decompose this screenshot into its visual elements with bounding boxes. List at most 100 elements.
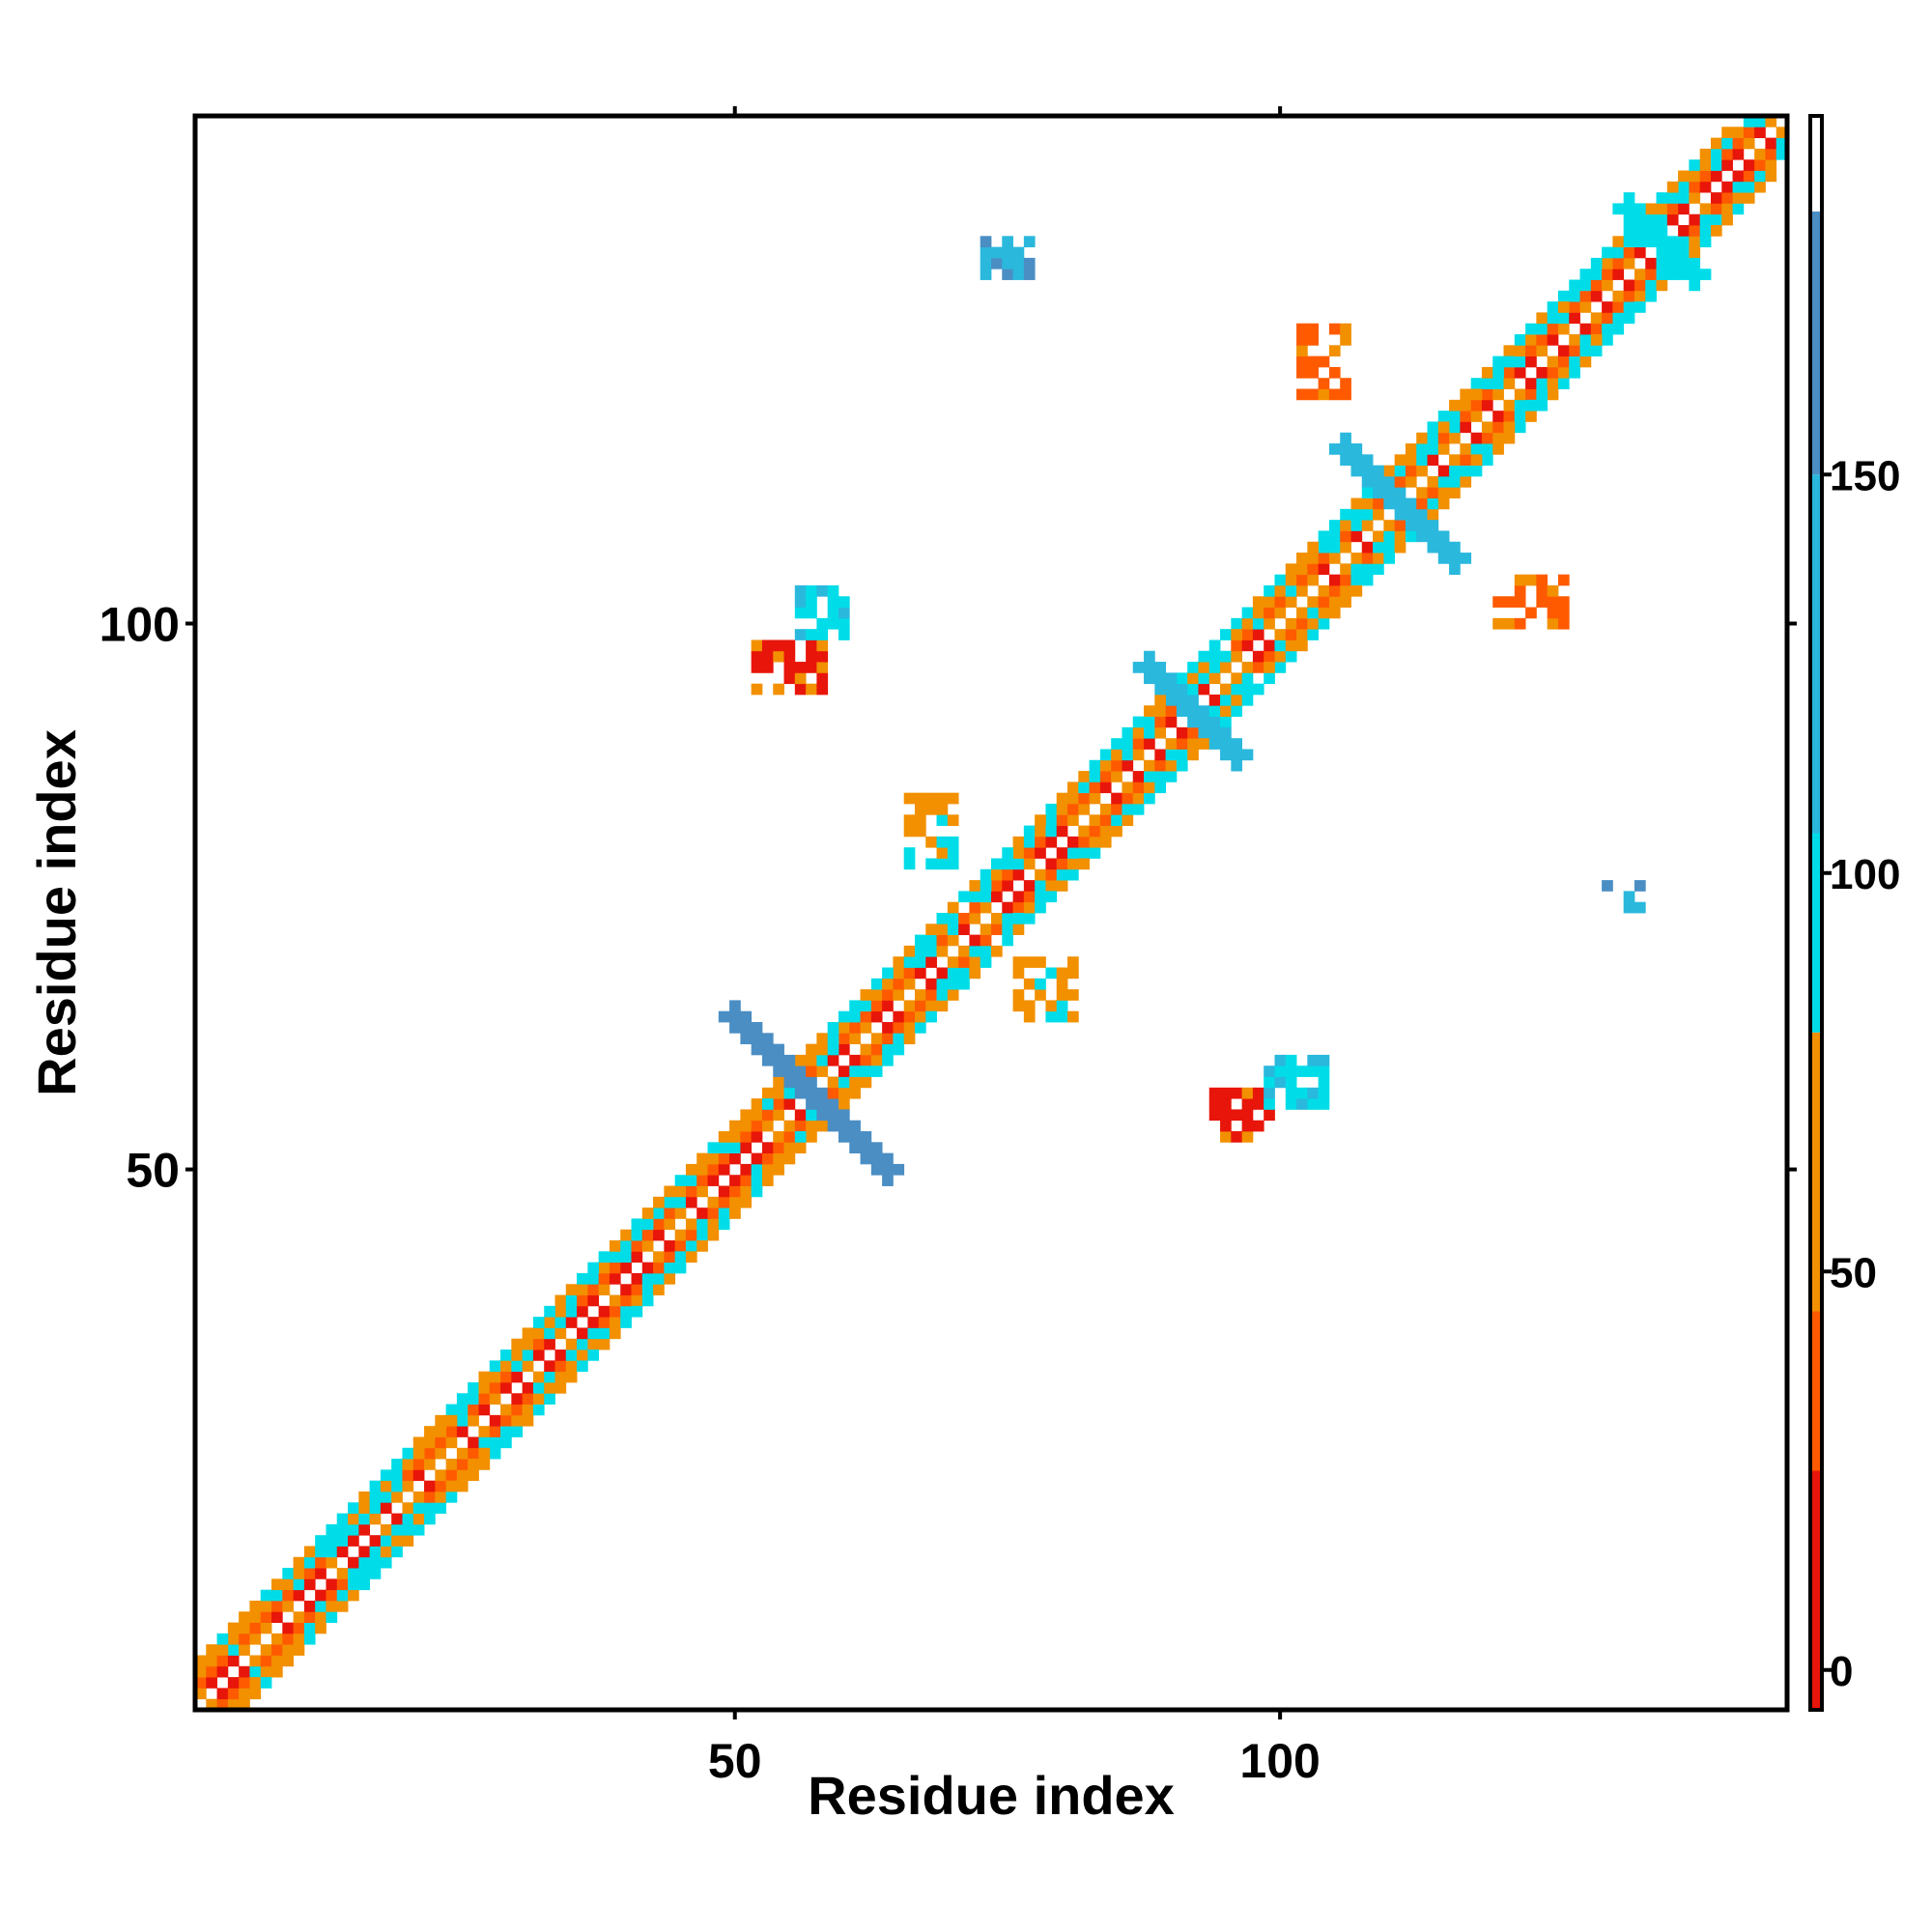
heatmap-cell	[1634, 203, 1646, 215]
heatmap-cell	[1754, 181, 1766, 193]
heatmap-cell	[947, 934, 959, 947]
colorbar-band	[1810, 1470, 1822, 1710]
heatmap-cell	[1035, 989, 1046, 1001]
heatmap-cell	[773, 1109, 784, 1122]
heatmap-cell	[239, 1611, 250, 1623]
heatmap-cell	[1307, 574, 1320, 586]
heatmap-cell	[1645, 236, 1657, 248]
heatmap-cell	[609, 1327, 621, 1340]
heatmap-cell	[718, 1208, 730, 1219]
heatmap-cell	[1427, 508, 1439, 521]
heatmap-cell	[794, 1109, 807, 1122]
heatmap-cell	[620, 1317, 632, 1328]
colorbar-tick-label: 0	[1830, 1648, 1853, 1695]
heatmap-cell	[1144, 738, 1155, 750]
heatmap-cell	[216, 1665, 229, 1678]
heatmap-cell	[532, 1371, 545, 1383]
heatmap-cell	[761, 1142, 774, 1154]
heatmap-cell	[674, 1196, 687, 1208]
heatmap-cell	[1002, 923, 1013, 935]
heatmap-cell	[478, 1436, 491, 1449]
heatmap-cell	[1264, 662, 1275, 673]
heatmap-cell	[1634, 213, 1646, 226]
heatmap-cell	[239, 1698, 250, 1711]
heatmap-cell	[1296, 607, 1308, 619]
heatmap-cell	[925, 836, 937, 848]
heatmap-cell	[1743, 116, 1755, 128]
heatmap-cell	[1231, 1087, 1243, 1099]
heatmap-cell	[412, 1513, 425, 1525]
heatmap-cell	[598, 1305, 611, 1318]
heatmap-cell	[641, 1218, 654, 1231]
heatmap-cell	[468, 1381, 479, 1394]
heatmap-cell	[435, 1480, 447, 1492]
heatmap-cell	[554, 1360, 567, 1373]
heatmap-cell	[903, 967, 916, 980]
heatmap-cell	[1602, 323, 1613, 335]
heatmap-cell	[925, 945, 937, 957]
heatmap-cell	[315, 1622, 327, 1634]
heatmap-cell	[598, 1327, 611, 1340]
heatmap-cell	[468, 1393, 479, 1405]
heatmap-cell	[1122, 781, 1134, 794]
heatmap-cell	[1264, 1098, 1275, 1110]
heatmap-cell	[1405, 530, 1417, 543]
heatmap-cell	[1187, 716, 1199, 728]
heatmap-cell	[336, 1523, 349, 1536]
heatmap-cell	[1634, 301, 1646, 313]
heatmap-cell	[816, 1120, 829, 1132]
heatmap-cell	[1470, 399, 1483, 412]
heatmap-cell	[980, 257, 992, 270]
heatmap-cell	[1416, 520, 1428, 531]
heatmap-cell	[806, 1076, 817, 1089]
heatmap-cell	[1023, 880, 1036, 892]
heatmap-cell	[1208, 639, 1221, 652]
heatmap-cell	[1373, 465, 1384, 477]
heatmap-cell	[1514, 411, 1526, 422]
heatmap-cell	[587, 1284, 600, 1295]
heatmap-cell	[1689, 269, 1701, 280]
heatmap-cell	[1569, 301, 1580, 313]
heatmap-cell	[195, 1665, 207, 1678]
heatmap-cell	[1089, 759, 1101, 772]
heatmap-cell	[1144, 705, 1155, 717]
heatmap-cell	[468, 1404, 479, 1416]
heatmap-cell	[1666, 269, 1679, 280]
heatmap-cell	[369, 1502, 382, 1514]
heatmap-cell	[1328, 553, 1341, 564]
heatmap-cell	[980, 956, 992, 968]
heatmap-cell	[1710, 159, 1722, 171]
heatmap-cell	[1078, 858, 1090, 870]
heatmap-cell	[849, 1022, 861, 1034]
heatmap-cell	[1525, 323, 1537, 335]
heatmap-cell	[358, 1546, 371, 1558]
heatmap-cell	[969, 945, 981, 957]
heatmap-cell	[1307, 355, 1320, 368]
heatmap-cell	[402, 1513, 414, 1525]
heatmap-cell	[1154, 759, 1167, 772]
heatmap-cell	[816, 584, 829, 597]
heatmap-cell	[1525, 399, 1537, 412]
heatmap-cell	[478, 1426, 491, 1437]
heatmap-cell	[849, 1087, 861, 1099]
heatmap-cell	[674, 1251, 687, 1264]
colorbar-frame	[1808, 114, 1824, 1712]
heatmap-cell	[1590, 269, 1603, 280]
colorbar-tick-label: 50	[1830, 1249, 1877, 1296]
heatmap-cell	[674, 1208, 687, 1219]
heatmap-cell	[1590, 312, 1603, 325]
heatmap-cell	[358, 1556, 371, 1569]
heatmap-cell	[1460, 421, 1472, 434]
heatmap-cell	[1241, 1131, 1254, 1143]
heatmap-cell	[761, 650, 774, 663]
heatmap-cell	[609, 1272, 621, 1285]
heatmap-cell	[1012, 858, 1025, 870]
heatmap-cell	[1394, 475, 1406, 488]
heatmap-cell	[565, 1305, 578, 1318]
heatmap-cell	[685, 1175, 697, 1186]
heatmap-cell	[1536, 388, 1548, 401]
heatmap-cell	[1754, 148, 1766, 160]
heatmap-cell	[794, 1087, 807, 1099]
heatmap-cell	[1307, 366, 1320, 379]
heatmap-cell	[369, 1568, 382, 1579]
